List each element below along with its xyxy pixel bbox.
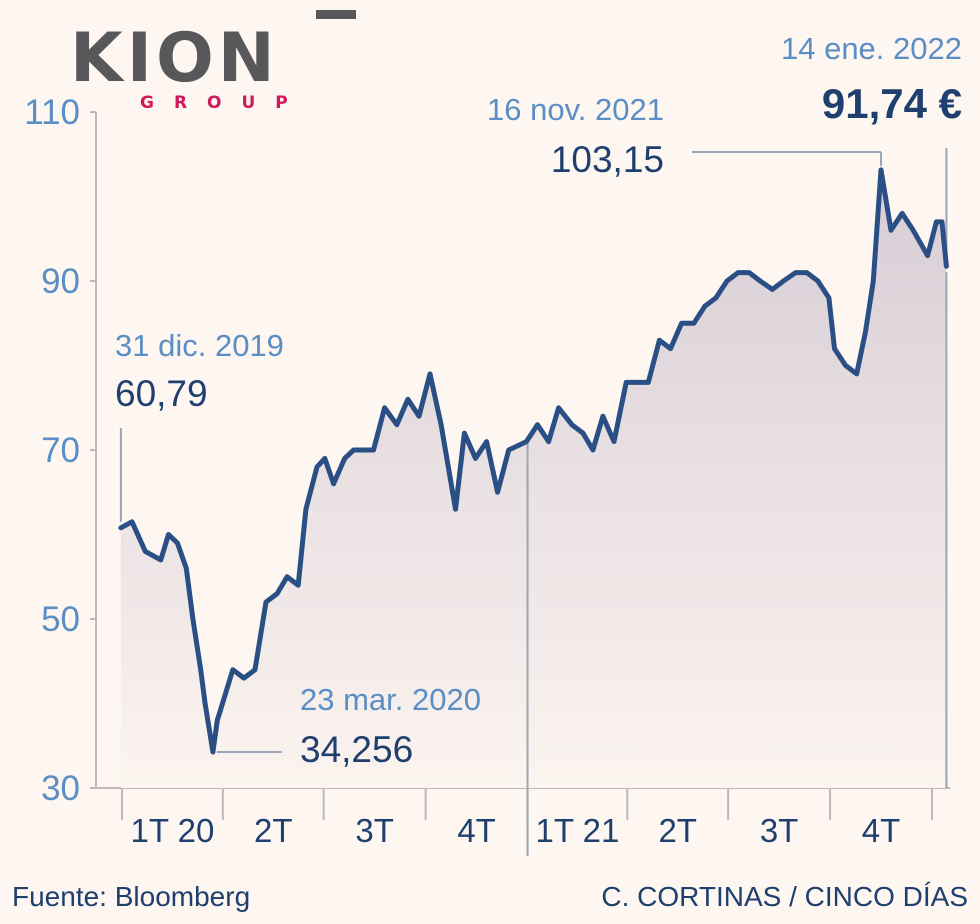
x-tick-label: 2T bbox=[254, 812, 293, 849]
annotation-high: 16 nov. 2021 103,15 bbox=[487, 92, 664, 180]
annotation-high-value: 103,15 bbox=[551, 139, 664, 180]
logo-subtitle: GROUP bbox=[140, 93, 308, 113]
x-tick-label: 2T bbox=[658, 812, 697, 849]
y-tick-label: 30 bbox=[41, 769, 80, 808]
source-note: Fuente: Bloomberg bbox=[12, 881, 250, 912]
x-axis-ticks: 1T 20 2T 3T 4T 1T 21 2T 3T 4T bbox=[121, 788, 933, 849]
logo-dash bbox=[316, 10, 356, 19]
y-tick-label: 90 bbox=[41, 262, 80, 301]
annotation-last-value: 91,74 € bbox=[822, 80, 962, 127]
annotation-start: 31 dic. 2019 60,79 bbox=[115, 328, 284, 414]
annotation-start-value: 60,79 bbox=[115, 373, 208, 414]
y-tick-label: 70 bbox=[41, 431, 80, 470]
x-tick-label: 1T 21 bbox=[536, 812, 620, 849]
x-tick-label: 1T 20 bbox=[131, 812, 215, 849]
x-tick-label: 4T bbox=[862, 812, 901, 849]
y-tick-label: 110 bbox=[24, 93, 80, 132]
annotation-high-date: 16 nov. 2021 bbox=[487, 92, 664, 127]
kion-logo: KION GROUP bbox=[70, 10, 356, 113]
annotation-low-date: 23 mar. 2020 bbox=[300, 682, 481, 717]
annotation-last-date: 14 ene. 2022 bbox=[781, 31, 962, 66]
x-tick-label: 3T bbox=[760, 812, 799, 849]
annotation-start-date: 31 dic. 2019 bbox=[115, 328, 284, 363]
price-area bbox=[120, 169, 947, 788]
y-axis-ticks: 30 50 70 90 110 bbox=[24, 93, 96, 808]
x-tick-label: 3T bbox=[355, 812, 394, 849]
y-tick-label: 50 bbox=[41, 600, 80, 639]
price-line bbox=[118, 167, 949, 755]
annotation-low: 23 mar. 2020 34,256 bbox=[300, 682, 481, 770]
annotation-low-value: 34,256 bbox=[300, 729, 413, 770]
logo-wordmark: KION bbox=[70, 19, 279, 98]
x-tick-label: 4T bbox=[457, 812, 496, 849]
annotation-last: 14 ene. 2022 91,74 € bbox=[781, 31, 962, 127]
credit-note: C. CORTINAS / CINCO DÍAS bbox=[601, 881, 968, 912]
